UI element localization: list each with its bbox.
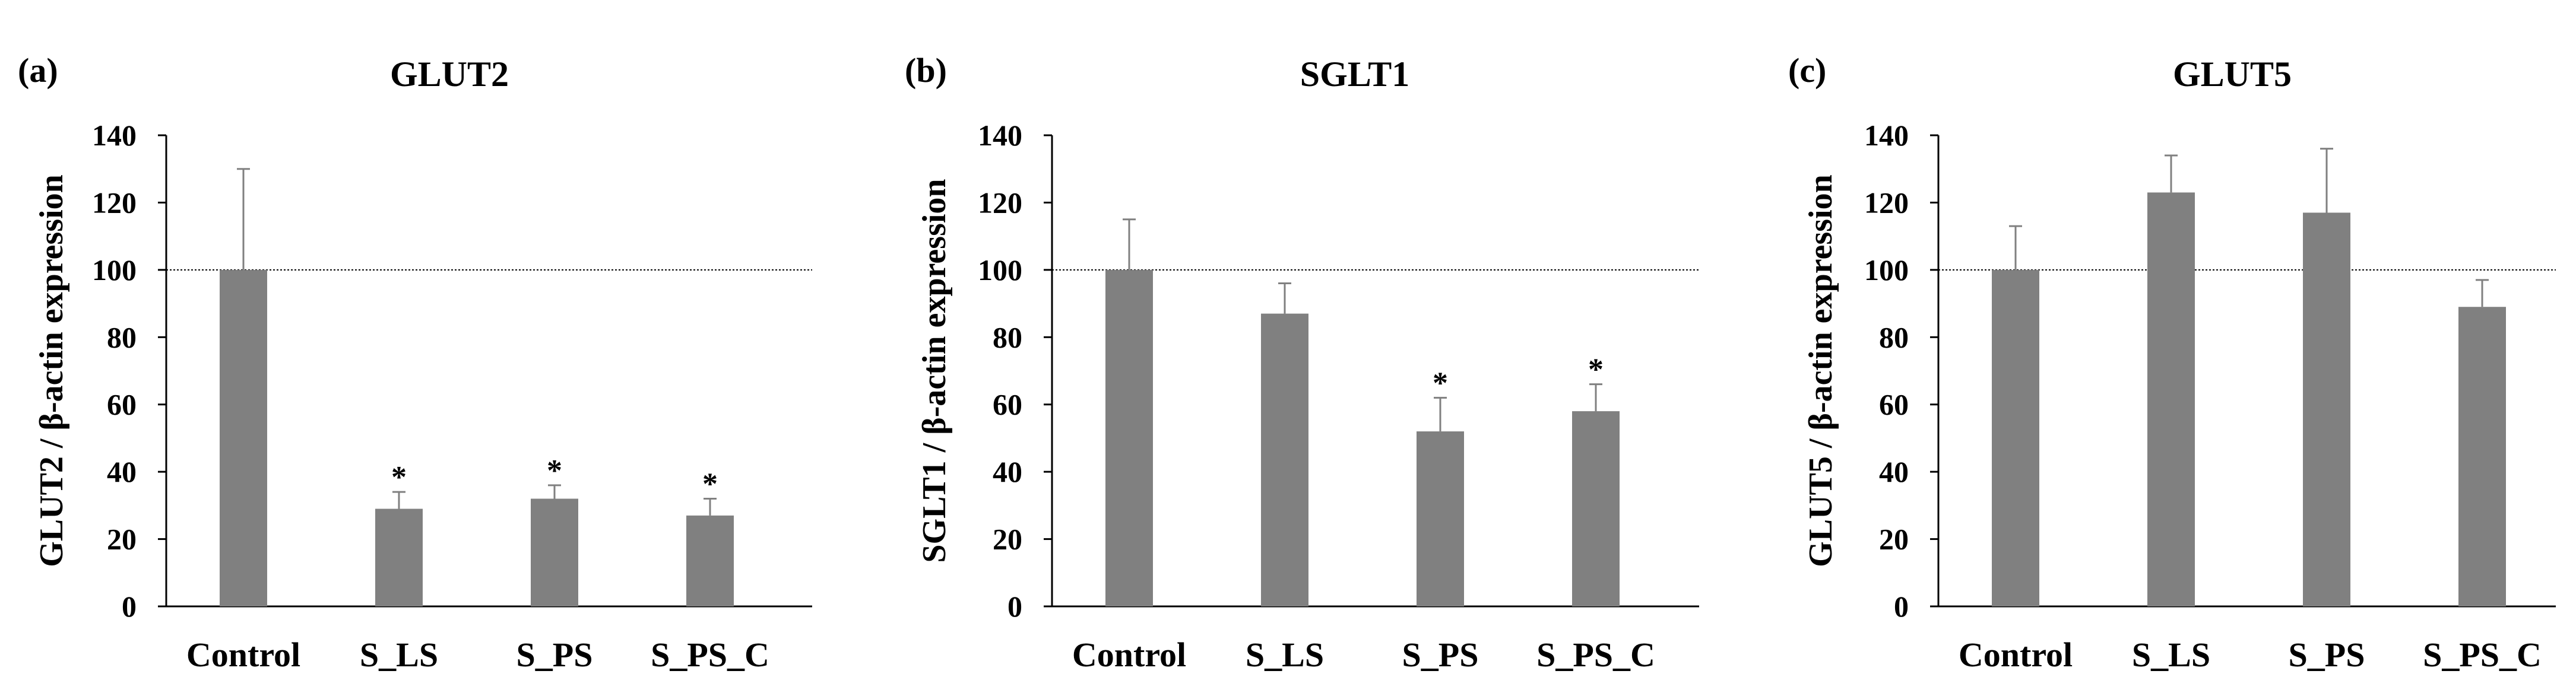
y-tick-label: 80 xyxy=(993,320,1022,354)
bar-s-ps xyxy=(531,498,578,606)
panel-label: (b) xyxy=(905,51,947,90)
x-tick-label: Control xyxy=(186,635,300,674)
chart-panel-sglt1: (b) SGLT1 SGLT1 / β-actin expression 0 20 40 6… xyxy=(905,51,1699,674)
significance-marker: * xyxy=(547,454,562,488)
significance-marker: * xyxy=(391,460,407,494)
y-tick-label: 60 xyxy=(1879,388,1909,421)
significance-marker: * xyxy=(702,468,718,501)
significance-marker: * xyxy=(1588,353,1604,387)
x-tick-label: S_LS xyxy=(1246,635,1324,674)
chart-title: SGLT1 xyxy=(1300,55,1410,94)
y-tick-label: 80 xyxy=(1879,320,1909,354)
x-tick-label: S_PS_C xyxy=(2423,635,2542,674)
y-tick-label: 120 xyxy=(92,186,137,219)
y-tick-label: 100 xyxy=(92,253,137,287)
y-tick-label: 140 xyxy=(1864,119,1909,152)
y-tick-label: 80 xyxy=(107,320,137,354)
bar-s-ps-c xyxy=(686,515,734,606)
y-tick-label: 40 xyxy=(993,455,1022,488)
panel-label: (a) xyxy=(18,51,58,90)
y-tick-label: 120 xyxy=(1864,186,1909,219)
y-tick-label: 100 xyxy=(1864,253,1909,287)
bar-control xyxy=(220,269,267,606)
x-tick-label: S_LS xyxy=(360,635,438,674)
x-tick-label: S_PS xyxy=(2289,635,2365,674)
y-tick-label: 100 xyxy=(978,253,1022,287)
x-tick-label: S_PS_C xyxy=(1536,635,1655,674)
bar-control xyxy=(1992,269,2039,606)
y-tick-label: 60 xyxy=(107,388,137,421)
y-tick-label: 20 xyxy=(1879,523,1909,556)
chart-title: GLUT2 xyxy=(390,55,509,94)
bar-s-ps-c xyxy=(1572,411,1620,606)
y-tick-label: 0 xyxy=(1894,590,1909,623)
bar-s-ps xyxy=(2303,212,2350,606)
y-tick-label: 120 xyxy=(978,186,1022,219)
y-tick-label: 20 xyxy=(993,523,1022,556)
bar-s-ps xyxy=(1417,431,1464,606)
significance-marker: * xyxy=(1433,366,1448,400)
x-tick-label: S_LS xyxy=(2132,635,2210,674)
x-tick-label: Control xyxy=(1072,635,1186,674)
y-tick-label: 0 xyxy=(1007,590,1022,623)
y-tick-label: 20 xyxy=(107,523,137,556)
bar-s-ls xyxy=(1261,313,1308,606)
x-tick-label: Control xyxy=(1959,635,2073,674)
chart-panel-glut5: (c) GLUT5 GLUT5 / β-actin expression 0 20 40 6… xyxy=(1788,51,2556,674)
chart-panel-glut2: (a) GLUT2 GLUT2 / β-actin expression 0 20 40 6… xyxy=(18,51,812,674)
y-tick-label: 140 xyxy=(978,119,1022,152)
chart-title: GLUT5 xyxy=(2173,55,2292,94)
bar-s-ls xyxy=(2147,192,2195,606)
bar-s-ps-c xyxy=(2458,307,2506,606)
panel-label: (c) xyxy=(1788,51,1826,90)
y-axis-label: GLUT5 / β-actin expression xyxy=(1802,174,1839,567)
x-tick-label: S_PS xyxy=(517,635,593,674)
x-tick-label: S_PS xyxy=(1402,635,1479,674)
y-axis-label: GLUT2 / β-actin expression xyxy=(33,174,70,567)
y-tick-label: 60 xyxy=(993,388,1022,421)
bar-s-ls xyxy=(375,508,423,606)
x-tick-label: S_PS_C xyxy=(651,635,769,674)
bar-control xyxy=(1105,269,1153,606)
y-tick-label: 40 xyxy=(1879,455,1909,488)
y-tick-label: 0 xyxy=(122,590,137,623)
y-tick-label: 140 xyxy=(92,119,137,152)
y-tick-label: 40 xyxy=(107,455,137,488)
y-axis-label: SGLT1 / β-actin expression xyxy=(916,179,953,562)
